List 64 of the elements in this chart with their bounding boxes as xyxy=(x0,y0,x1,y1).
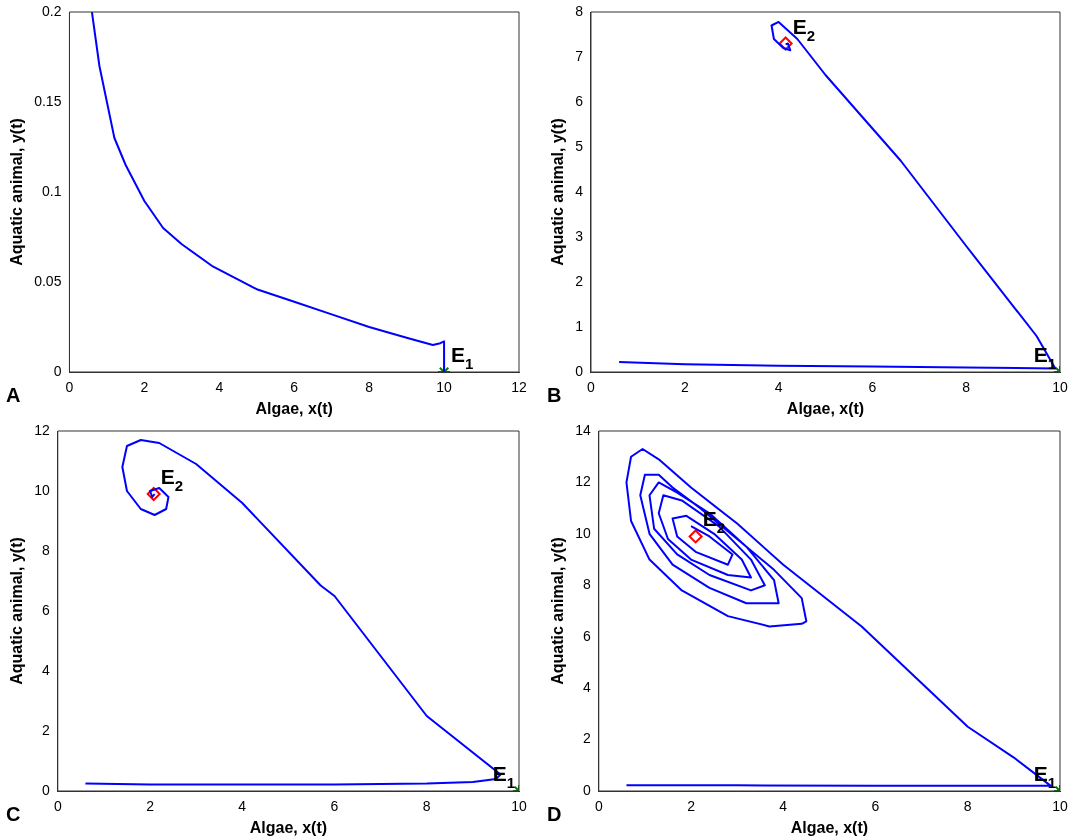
x-tick-label: 4 xyxy=(238,798,247,815)
x-axis-title: Algae, x(t) xyxy=(786,399,865,417)
y-tick-label: 2 xyxy=(575,272,584,289)
x-tick-label: 0 xyxy=(594,798,603,815)
y-tick-label: 4 xyxy=(41,661,50,678)
y-axis-title: Aquatic animal, y(t) xyxy=(8,118,26,266)
x-axis-title: Algae, x(t) xyxy=(790,818,869,836)
y-axis-title: Aquatic animal, y(t) xyxy=(549,537,567,685)
x-tick-label: 8 xyxy=(962,379,971,396)
y-tick-label: 10 xyxy=(34,481,50,498)
y-tick-label: 8 xyxy=(582,576,591,593)
x-tick-label: 10 xyxy=(436,379,453,396)
text: A xyxy=(6,384,21,406)
y-tick-label: 7 xyxy=(575,47,584,64)
y-axis-title: Aquatic animal, y(t) xyxy=(8,537,26,685)
x-tick-label: 10 xyxy=(1052,798,1068,815)
x-tick-label: 6 xyxy=(868,379,877,396)
x-tick-label: 8 xyxy=(963,798,972,815)
x-axis-title: Algae, x(t) xyxy=(255,399,333,417)
text: D xyxy=(547,803,562,825)
x-tick-label: 8 xyxy=(365,379,374,396)
x-tick-label: 2 xyxy=(687,798,696,815)
x-tick-label: 4 xyxy=(215,379,224,396)
y-axis-title: Aquatic animal, y(t) xyxy=(549,118,567,266)
x-tick-label: 6 xyxy=(871,798,880,815)
y-tick-label: 0.05 xyxy=(34,272,62,289)
y-tick-label: 6 xyxy=(41,601,50,618)
y-tick-label: 8 xyxy=(41,541,50,558)
text: B xyxy=(547,384,562,406)
x-axis-title: Algae, x(t) xyxy=(249,818,328,836)
y-tick-label: 10 xyxy=(575,524,591,541)
y-tick-label: 14 xyxy=(575,421,591,438)
y-tick-label: 8 xyxy=(575,2,584,19)
y-tick-label: 6 xyxy=(582,627,591,644)
y-tick-label: 0 xyxy=(53,362,62,379)
x-tick-label: 2 xyxy=(146,798,155,815)
y-tick-label: 6 xyxy=(575,92,584,109)
y-tick-label: 2 xyxy=(582,730,591,747)
x-tick-label: 10 xyxy=(511,798,527,815)
x-tick-label: 4 xyxy=(774,379,783,396)
y-tick-label: 1 xyxy=(575,317,584,334)
y-tick-label: 4 xyxy=(582,679,591,695)
x-tick-label: 0 xyxy=(65,379,74,396)
x-tick-label: 6 xyxy=(290,379,299,396)
y-tick-label: 2 xyxy=(41,721,50,738)
x-tick-label: 4 xyxy=(779,798,788,815)
y-tick-label: 4 xyxy=(575,182,584,199)
y-tick-label: 0 xyxy=(41,781,50,798)
x-tick-label: 2 xyxy=(140,379,149,396)
x-tick-label: 6 xyxy=(330,798,339,815)
x-tick-label: 10 xyxy=(1052,379,1068,396)
x-tick-label: 8 xyxy=(422,798,431,815)
y-tick-label: 5 xyxy=(575,137,584,154)
y-tick-label: 0.1 xyxy=(41,182,62,199)
y-tick-label: 0.2 xyxy=(41,2,62,19)
y-tick-label: 12 xyxy=(575,473,591,490)
x-tick-label: 12 xyxy=(511,379,527,396)
text: C xyxy=(6,803,21,825)
y-tick-label: 3 xyxy=(575,227,584,244)
y-tick-label: 0.15 xyxy=(34,92,62,109)
x-tick-label: 2 xyxy=(680,379,689,396)
y-tick-label: 12 xyxy=(34,421,50,438)
y-tick-label: 0 xyxy=(575,362,584,379)
y-tick-label: 0 xyxy=(582,781,591,798)
